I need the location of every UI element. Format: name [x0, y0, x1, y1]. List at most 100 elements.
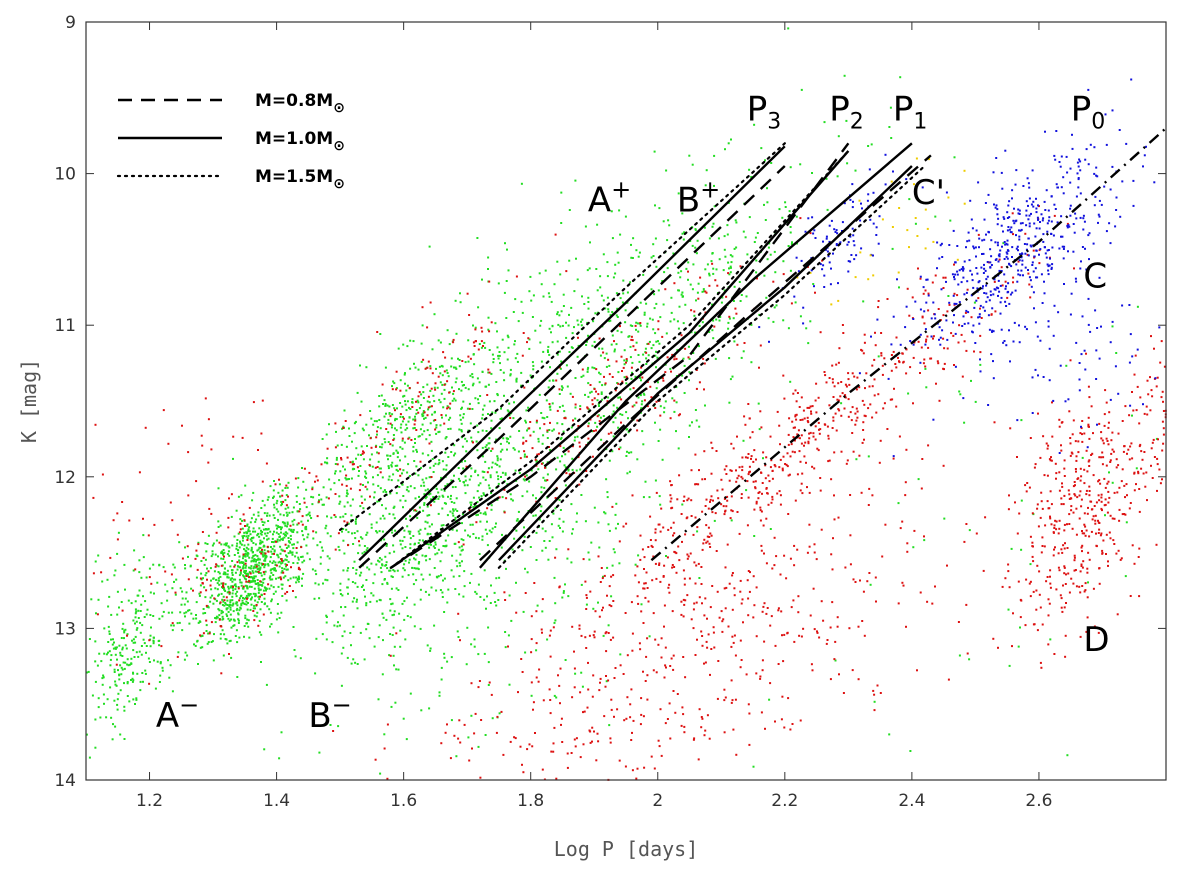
data-point-green — [97, 706, 100, 709]
data-point-green — [406, 345, 409, 348]
data-point-green — [681, 232, 684, 235]
data-point-red — [285, 484, 288, 487]
data-point-green — [271, 547, 274, 550]
data-point-red — [847, 378, 850, 381]
data-point-green — [602, 253, 605, 256]
data-point-green — [402, 495, 405, 497]
data-point-green — [88, 638, 91, 640]
data-point-green — [891, 247, 894, 250]
data-point-green — [116, 658, 118, 661]
data-point-red — [618, 448, 621, 451]
data-point-green — [134, 616, 137, 619]
data-point-green — [631, 325, 634, 327]
data-point-red — [245, 575, 248, 577]
data-point-green — [497, 482, 500, 485]
data-point-green — [334, 515, 337, 518]
data-point-green — [670, 311, 673, 314]
data-point-green — [562, 520, 565, 523]
data-point-green — [373, 645, 376, 648]
data-point-red — [457, 612, 460, 615]
data-point-green — [321, 633, 324, 636]
data-point-red — [863, 634, 866, 637]
data-point-green — [420, 573, 423, 576]
data-point-red — [803, 455, 806, 458]
data-point-green — [454, 518, 457, 521]
data-point-green — [445, 464, 448, 467]
data-point-green — [462, 413, 465, 416]
data-point-red — [548, 688, 551, 691]
data-point-red — [806, 416, 809, 419]
data-point-green — [484, 478, 487, 481]
data-point-green — [394, 701, 397, 704]
data-point-green — [224, 567, 226, 570]
data-point-green — [535, 531, 538, 534]
data-point-green — [394, 427, 396, 430]
data-point-green — [450, 656, 453, 659]
data-point-green — [698, 345, 700, 348]
data-point-green — [456, 630, 459, 633]
data-point-green — [538, 518, 541, 521]
data-point-green — [376, 451, 379, 454]
data-point-green — [396, 464, 399, 467]
data-point-green — [402, 343, 405, 346]
data-point-green — [387, 418, 390, 421]
data-point-green — [247, 602, 249, 604]
data-point-red — [631, 494, 634, 497]
data-point-green — [440, 666, 443, 669]
data-point-green — [393, 550, 396, 553]
data-point-red — [769, 466, 772, 469]
data-point-green — [259, 583, 262, 586]
data-point-green — [187, 555, 189, 558]
data-point-green — [321, 438, 324, 440]
data-point-green — [481, 455, 484, 458]
data-point-red — [650, 755, 653, 758]
data-point-green — [263, 748, 266, 751]
data-point-green — [452, 508, 454, 511]
data-point-red — [561, 741, 564, 743]
data-point-red — [358, 540, 360, 543]
data-point-red — [902, 584, 905, 587]
data-point-green — [496, 459, 499, 462]
data-point-red — [812, 435, 815, 438]
data-point-green — [329, 488, 332, 491]
data-point-green — [384, 507, 387, 510]
data-point-green — [245, 531, 248, 534]
data-point-red — [851, 372, 854, 375]
data-point-green — [300, 556, 303, 558]
data-point-green — [294, 655, 297, 658]
data-point-green — [331, 641, 334, 644]
data-point-green — [487, 447, 490, 450]
data-point-green — [381, 476, 384, 479]
data-point-green — [553, 621, 556, 624]
data-point-green — [235, 545, 238, 548]
data-point-red — [595, 368, 598, 371]
data-point-red — [612, 636, 615, 639]
data-point-green — [555, 548, 558, 551]
data-point-red — [706, 617, 708, 620]
data-point-green — [263, 578, 266, 580]
data-point-green — [766, 201, 769, 204]
data-point-red — [427, 406, 430, 409]
data-point-green — [606, 296, 609, 299]
data-point-red — [856, 376, 859, 379]
data-point-green — [227, 617, 230, 620]
data-point-green — [923, 539, 926, 542]
data-point-green — [313, 710, 315, 713]
data-point-green — [479, 395, 482, 397]
data-point-red — [1131, 391, 1133, 393]
data-point-red — [426, 366, 429, 369]
data-point-red — [977, 233, 980, 236]
data-point-red — [717, 660, 720, 662]
data-point-green — [257, 548, 260, 551]
data-point-red — [281, 559, 283, 562]
data-point-green — [439, 424, 442, 427]
data-point-green — [251, 559, 254, 562]
data-point-red — [895, 366, 898, 369]
data-point-green — [625, 428, 628, 431]
data-point-green — [615, 502, 618, 505]
data-point-green — [619, 446, 622, 449]
data-point-red — [399, 468, 402, 471]
data-point-red — [317, 500, 320, 503]
data-point-green — [219, 637, 222, 640]
data-point-green — [624, 321, 627, 324]
